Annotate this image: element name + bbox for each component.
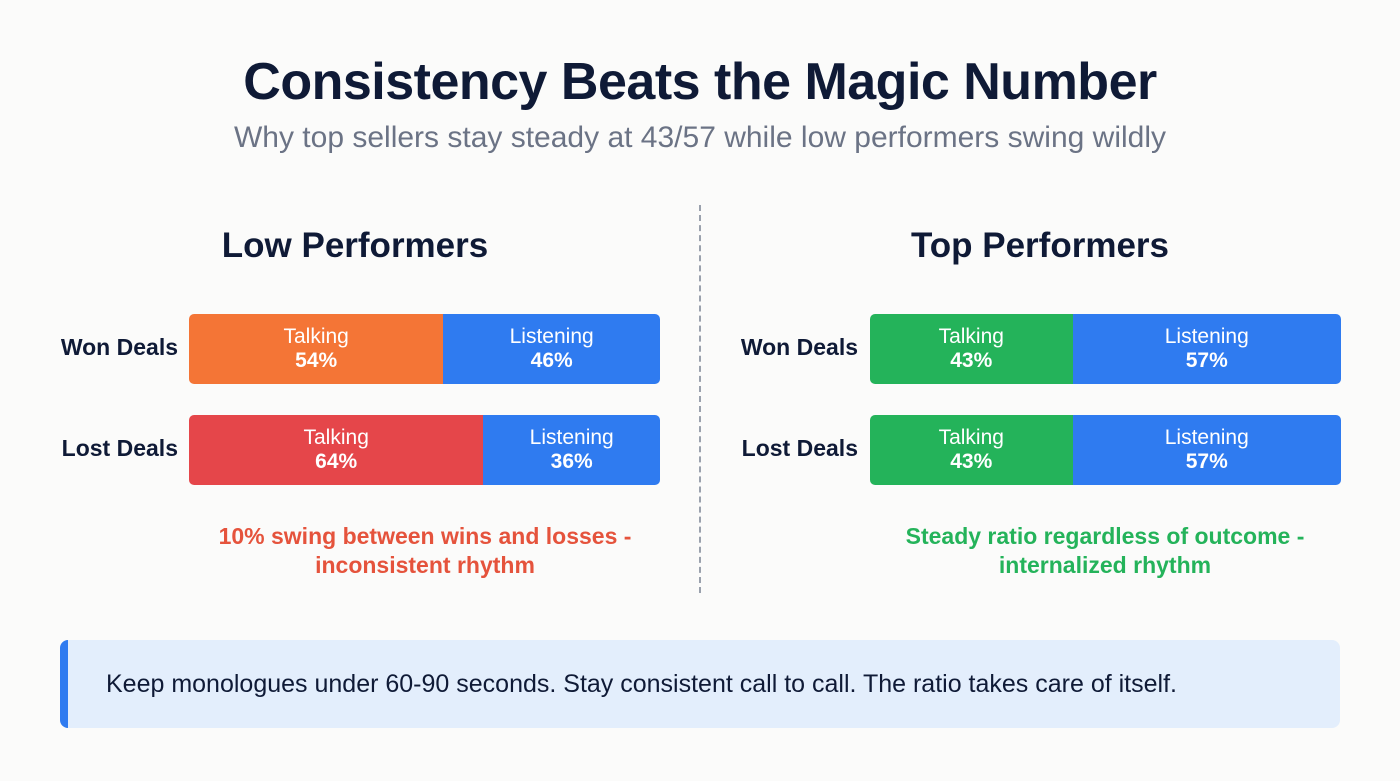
segment-value: 36% [550, 450, 593, 473]
page-subtitle: Why top sellers stay steady at 43/57 whi… [233, 121, 1167, 154]
row-label-won: Won Deals [740, 334, 858, 360]
listening-segment: Listening 57% [1072, 314, 1341, 384]
listening-segment: Listening 46% [443, 314, 660, 384]
talking-segment: Talking 43% [870, 415, 1073, 485]
talking-segment: Talking 54% [189, 314, 444, 384]
segment-label: Listening [509, 325, 594, 348]
segment-value: 54% [295, 349, 338, 372]
bar-lost-deals: Talking 64% Listening 36% [189, 415, 660, 485]
segment-value: 57% [1185, 450, 1228, 473]
segment-label: Listening [529, 426, 614, 449]
row-label-lost: Lost Deals [741, 435, 858, 461]
takeaway-callout: Keep monologues under 60-90 seconds. Sta… [60, 640, 1340, 728]
top-performers-caption: Steady ratio regardless of outcome - int… [805, 522, 1400, 580]
segment-label: Talking [938, 426, 1004, 449]
segment-value: 57% [1185, 349, 1228, 372]
low-performers-panel: Low Performers Won Deals Talking 54% Lis… [60, 226, 660, 578]
segment-value: 43% [950, 450, 993, 473]
bar-lost-deals: Talking 43% Listening 57% [870, 415, 1341, 485]
row-label-won: Won Deals [60, 334, 178, 360]
bar-won-deals: Talking 54% Listening 46% [189, 314, 660, 384]
caption-line: internalized rhythm [998, 552, 1212, 578]
page-title: Consistency Beats the Magic Number [243, 53, 1157, 111]
segment-value: 46% [530, 349, 573, 372]
row-label-lost: Lost Deals [61, 435, 178, 461]
talking-segment: Talking 43% [870, 314, 1073, 384]
talking-segment: Talking 64% [189, 415, 484, 485]
segment-label: Talking [303, 426, 369, 449]
caption-line: inconsistent rhythm [315, 552, 535, 578]
panel-divider [699, 205, 701, 593]
segment-label: Talking [283, 325, 349, 348]
top-performers-panel: Top Performers Won Deals Talking 43% Lis… [700, 0, 1400, 781]
caption-line: Steady ratio regardless of outcome - [905, 523, 1305, 549]
segment-value: 64% [315, 450, 358, 473]
low-performers-caption: 10% swing between wins and losses - inco… [125, 522, 725, 580]
panel-title: Top Performers [910, 226, 1170, 265]
listening-segment: Listening 57% [1072, 415, 1341, 485]
segment-label: Listening [1164, 325, 1249, 348]
listening-segment: Listening 36% [483, 415, 660, 485]
segment-label: Listening [1164, 426, 1249, 449]
panel-title: Low Performers [221, 226, 489, 265]
bar-won-deals: Talking 43% Listening 57% [870, 314, 1341, 384]
callout-text: Keep monologues under 60-90 seconds. Sta… [106, 669, 1177, 698]
caption-line: 10% swing between wins and losses - [218, 523, 632, 549]
segment-value: 43% [950, 349, 993, 372]
segment-label: Talking [938, 325, 1004, 348]
